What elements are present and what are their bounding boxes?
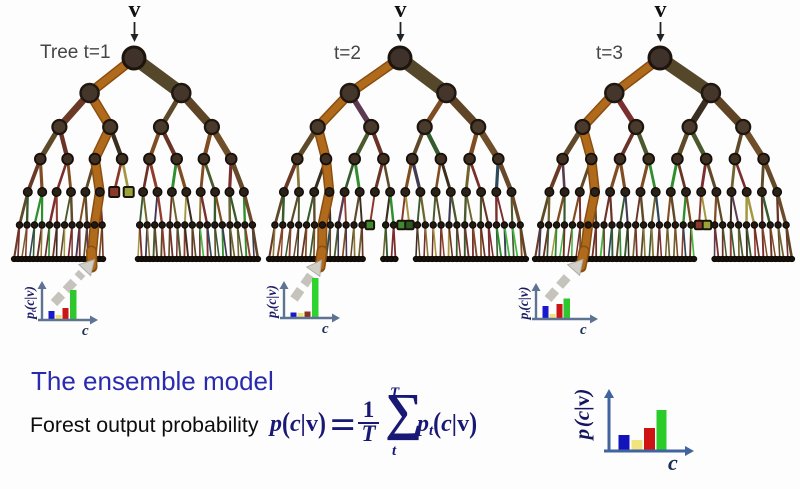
svg-text:pt(c|v): pt(c|v) bbox=[22, 286, 38, 320]
svg-text:v: v bbox=[655, 0, 667, 23]
svg-text:p (c|v): p (c|v) bbox=[570, 389, 594, 442]
svg-text:c: c bbox=[82, 323, 89, 339]
svg-text:c: c bbox=[668, 450, 678, 475]
svg-text:v: v bbox=[395, 0, 407, 23]
svg-text:c: c bbox=[322, 321, 329, 337]
svg-text:v: v bbox=[129, 0, 141, 23]
svg-text:pt(c|v): pt(c|v) bbox=[516, 287, 532, 321]
svg-text:pt(c|v): pt(c|v) bbox=[264, 285, 280, 319]
svg-text:c: c bbox=[580, 322, 587, 338]
